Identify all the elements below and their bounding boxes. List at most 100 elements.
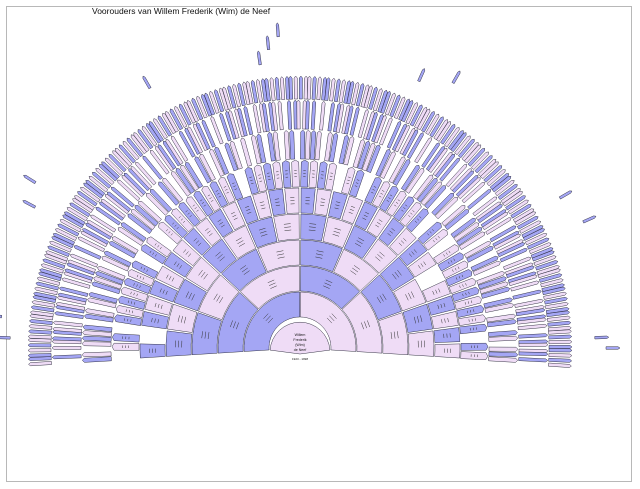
ancestor-cell-gen7[interactable] (272, 131, 281, 161)
ancestor-cell-gen7[interactable] (456, 226, 483, 246)
ancestor-cell-gen9[interactable] (196, 95, 208, 119)
ancestor-cell-gen9[interactable] (546, 310, 570, 318)
ancestor-cell-gen8[interactable] (310, 100, 317, 130)
ancestor-cell-gen9[interactable] (545, 307, 570, 314)
ancestor-cell-gen9[interactable] (204, 92, 216, 116)
ancestor-cell-gen6[interactable] (364, 177, 382, 204)
ancestor-cell-gen9[interactable] (30, 310, 54, 318)
ancestor-cell-gen9[interactable] (51, 236, 74, 249)
ancestor-cell-gen9[interactable] (261, 78, 268, 102)
ancestor-cell-gen8[interactable] (64, 268, 93, 281)
ancestor-cell-gen6[interactable] (124, 277, 152, 294)
ancestor-cell-gen9[interactable] (512, 208, 535, 223)
ancestor-cell-gen9[interactable] (329, 77, 336, 102)
ancestor-cell-gen6[interactable] (115, 305, 144, 318)
ancestor-cell-gen5[interactable] (163, 252, 193, 278)
ancestor-cell-gen9[interactable] (491, 176, 512, 193)
ancestor-cell-gen8[interactable] (195, 122, 211, 150)
ancestor-cell-gen9[interactable] (535, 260, 559, 271)
ancestor-cell-gen8[interactable] (512, 289, 542, 300)
ancestor-cell-gen10[interactable] (275, 22, 280, 38)
ancestor-cell-gen8[interactable] (59, 286, 89, 297)
ancestor-cell-gen8[interactable] (187, 126, 203, 154)
ancestor-cell-gen10[interactable] (0, 335, 11, 340)
ancestor-cell-gen6[interactable] (371, 181, 391, 208)
ancestor-cell-gen7[interactable] (84, 313, 114, 323)
ancestor-cell-gen9[interactable] (525, 232, 548, 246)
ancestor-cell-gen8[interactable] (110, 186, 135, 208)
ancestor-cell-gen9[interactable] (42, 258, 66, 269)
ancestor-cell-gen7[interactable] (453, 222, 480, 242)
ancestor-cell-gen8[interactable] (451, 170, 474, 194)
ancestor-cell-gen9[interactable] (454, 135, 471, 156)
ancestor-cell-gen6[interactable] (456, 305, 485, 318)
ancestor-cell-gen7[interactable] (357, 140, 371, 170)
ancestor-cell-gen9[interactable] (372, 88, 383, 112)
ancestor-cell-gen9[interactable] (174, 106, 188, 128)
ancestor-cell-gen9[interactable] (421, 111, 435, 133)
ancestor-cell-gen9[interactable] (237, 82, 246, 107)
ancestor-cell-gen3[interactable] (360, 274, 402, 321)
ancestor-cell-gen8[interactable] (73, 245, 102, 260)
ancestor-cell-gen9[interactable] (27, 356, 52, 361)
ancestor-cell-gen10[interactable] (451, 70, 461, 84)
ancestor-cell-gen7[interactable] (88, 292, 118, 304)
ancestor-cell-gen9[interactable] (351, 81, 360, 106)
ancestor-cell-gen9[interactable] (59, 219, 82, 233)
ancestor-cell-gen7[interactable] (309, 130, 317, 160)
ancestor-cell-gen2[interactable] (300, 265, 360, 310)
ancestor-cell-gen9[interactable] (105, 157, 124, 176)
ancestor-cell-gen7[interactable] (97, 265, 126, 281)
ancestor-cell-gen8[interactable] (445, 164, 467, 188)
ancestor-cell-gen9[interactable] (66, 207, 88, 222)
ancestor-cell-gen8[interactable] (319, 100, 326, 131)
ancestor-cell-gen10[interactable] (594, 335, 610, 340)
ancestor-cell-gen1[interactable] (299, 291, 357, 352)
ancestor-cell-gen8[interactable] (508, 274, 538, 287)
ancestor-cell-gen7[interactable] (416, 178, 438, 203)
ancestor-cell-gen7[interactable] (150, 189, 173, 213)
ancestor-cell-gen9[interactable] (69, 202, 91, 218)
ancestor-cell-gen7[interactable] (466, 245, 494, 263)
ancestor-cell-gen5[interactable] (155, 265, 185, 290)
ancestor-cell-gen9[interactable] (83, 182, 104, 199)
ancestor-cell-gen8[interactable] (90, 214, 117, 233)
ancestor-cell-gen1[interactable] (243, 291, 301, 352)
ancestor-cell-gen7[interactable] (81, 351, 112, 358)
ancestor-cell-gen9[interactable] (514, 211, 536, 226)
ancestor-cell-gen7[interactable] (472, 260, 501, 276)
ancestor-cell-gen9[interactable] (39, 268, 63, 279)
ancestor-cell-gen9[interactable] (33, 291, 57, 300)
ancestor-cell-gen9[interactable] (288, 75, 294, 100)
ancestor-cell-gen6[interactable] (218, 177, 236, 204)
ancestor-cell-gen9[interactable] (64, 211, 86, 226)
ancestor-cell-gen3[interactable] (198, 274, 240, 321)
ancestor-cell-gen7[interactable] (412, 174, 434, 200)
ancestor-cell-gen9[interactable] (92, 172, 112, 189)
ancestor-cell-gen7[interactable] (82, 330, 112, 337)
ancestor-cell-gen9[interactable] (52, 232, 75, 246)
ancestor-cell-gen8[interactable] (517, 323, 548, 331)
ancestor-cell-gen7[interactable] (111, 236, 139, 255)
ancestor-cell-gen6[interactable] (118, 295, 146, 310)
ancestor-cell-gen8[interactable] (327, 101, 335, 132)
ancestor-cell-gen9[interactable] (522, 228, 545, 241)
ancestor-cell-gen9[interactable] (108, 154, 127, 173)
ancestor-cell-gen9[interactable] (34, 286, 58, 296)
ancestor-cell-gen7[interactable] (488, 356, 518, 363)
ancestor-cell-gen9[interactable] (548, 345, 573, 349)
ancestor-cell-gen8[interactable] (335, 103, 345, 133)
ancestor-cell-gen5[interactable] (208, 208, 234, 238)
ancestor-cell-gen7[interactable] (146, 193, 169, 216)
ancestor-cell-gen7[interactable] (81, 341, 112, 347)
ancestor-cell-gen8[interactable] (201, 119, 216, 148)
ancestor-cell-gen4[interactable] (185, 256, 221, 292)
ancestor-cell-gen6[interactable] (141, 244, 167, 265)
ancestor-cell-gen6[interactable] (393, 196, 415, 222)
ancestor-cell-gen9[interactable] (338, 79, 346, 103)
ancestor-cell-gen9[interactable] (165, 111, 179, 133)
ancestor-cell-gen9[interactable] (28, 329, 52, 335)
ancestor-cell-gen9[interactable] (321, 76, 327, 101)
ancestor-cell-gen6[interactable] (433, 244, 459, 265)
ancestor-cell-gen8[interactable] (52, 320, 83, 328)
